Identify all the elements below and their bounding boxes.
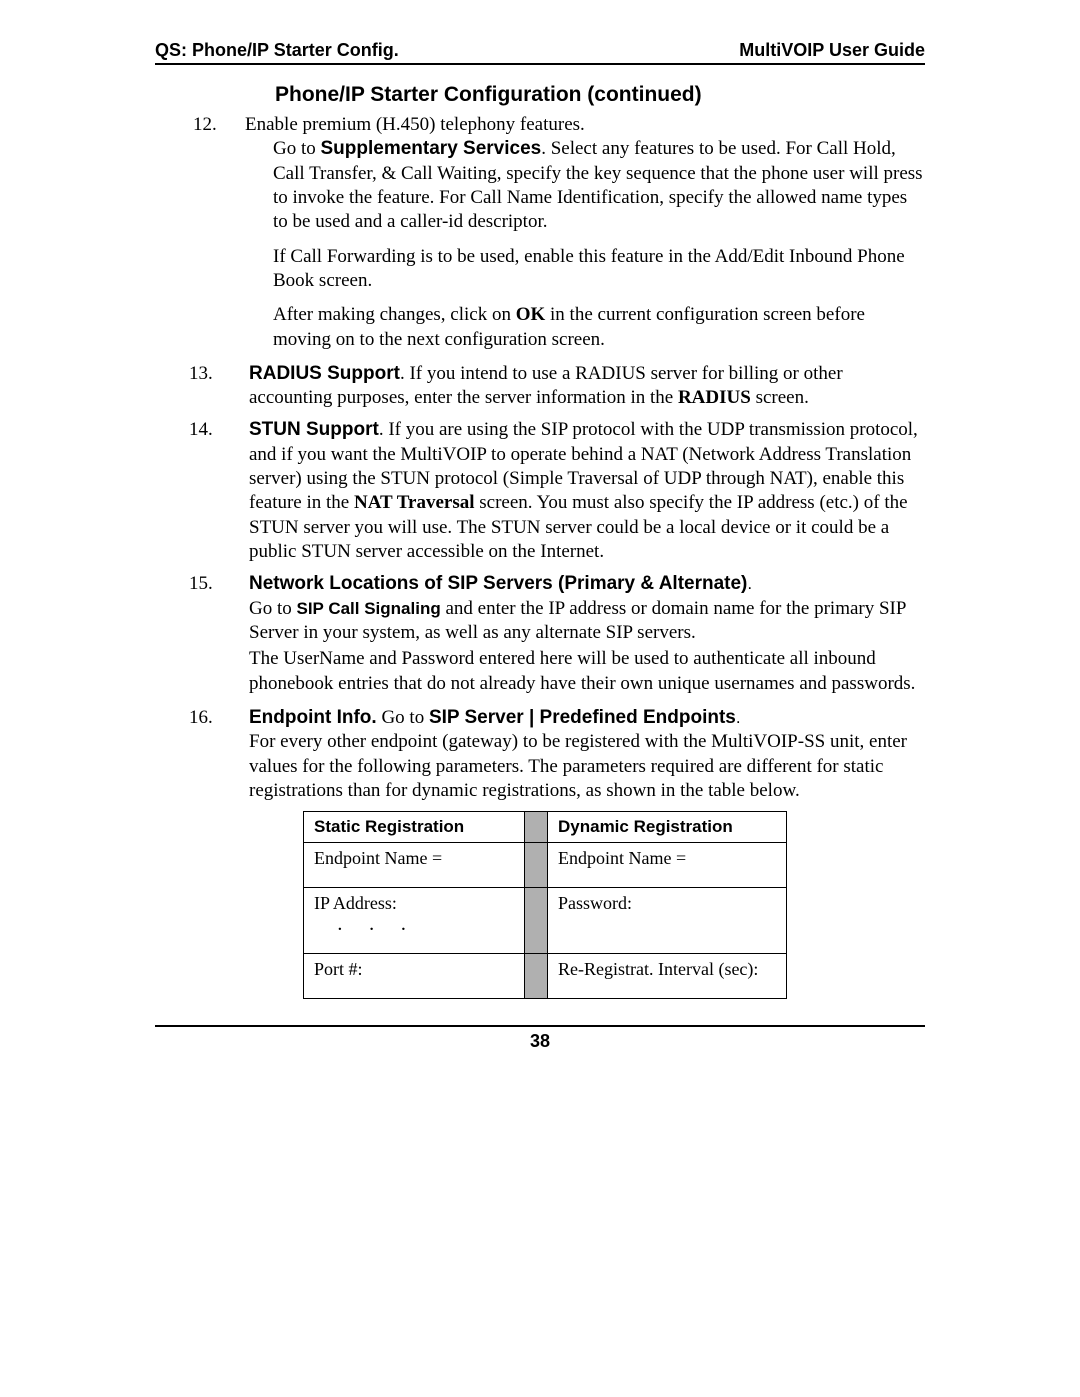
item-paragraph: Go to SIP Call Signaling and enter the I… — [249, 597, 925, 646]
footer-rule — [155, 1025, 925, 1027]
list-item-13: 13.RADIUS Support. If you intend to use … — [155, 362, 925, 411]
item-number: 14. — [219, 418, 249, 442]
item-number: 12. — [219, 113, 245, 137]
list-item-15: 15.Network Locations of SIP Servers (Pri… — [155, 572, 925, 696]
item-paragraph: If Call Forwarding is to be used, enable… — [273, 245, 925, 294]
item-number: 15. — [219, 572, 249, 596]
item-number: 13. — [219, 362, 249, 386]
table-cell: Password: — [548, 888, 787, 954]
ip-dots: ... — [314, 918, 433, 934]
list-item-12: 12.Enable premium (H.450) telephony feat… — [155, 113, 925, 352]
table-cell: Re-Registrat. Interval (sec): — [548, 954, 787, 999]
document-page: QS: Phone/IP Starter Config. MultiVOIP U… — [0, 0, 1080, 1397]
header-right: MultiVOIP User Guide — [739, 40, 925, 61]
table-cell: Endpoint Name = — [548, 843, 787, 888]
header-left: QS: Phone/IP Starter Config. — [155, 40, 399, 61]
list-item-16: 16.Endpoint Info. Go to SIP Server | Pre… — [155, 706, 925, 803]
page-header: QS: Phone/IP Starter Config. MultiVOIP U… — [155, 40, 925, 65]
table-cell: Endpoint Name = — [304, 843, 525, 888]
page-number: 38 — [155, 1031, 925, 1052]
item-paragraph: For every other endpoint (gateway) to be… — [249, 730, 925, 803]
item-paragraph: After making changes, click on OK in the… — [273, 303, 925, 352]
item-lead: Enable premium (H.450) telephony feature… — [245, 114, 585, 135]
table-separator — [525, 812, 548, 843]
item-paragraph: Go to Supplementary Services. Select any… — [273, 137, 925, 234]
item-paragraph: The UserName and Password entered here w… — [249, 647, 925, 696]
registration-table: Static Registration Dynamic Registration… — [303, 811, 787, 999]
table-cell: IP Address: ... — [304, 888, 525, 954]
table-cell: Port #: — [304, 954, 525, 999]
table-header: Dynamic Registration — [548, 812, 787, 843]
table-header: Static Registration — [304, 812, 525, 843]
item-number: 16. — [219, 706, 249, 730]
section-title: Phone/IP Starter Configuration (continue… — [275, 83, 925, 107]
list-item-14: 14.STUN Support. If you are using the SI… — [155, 418, 925, 564]
